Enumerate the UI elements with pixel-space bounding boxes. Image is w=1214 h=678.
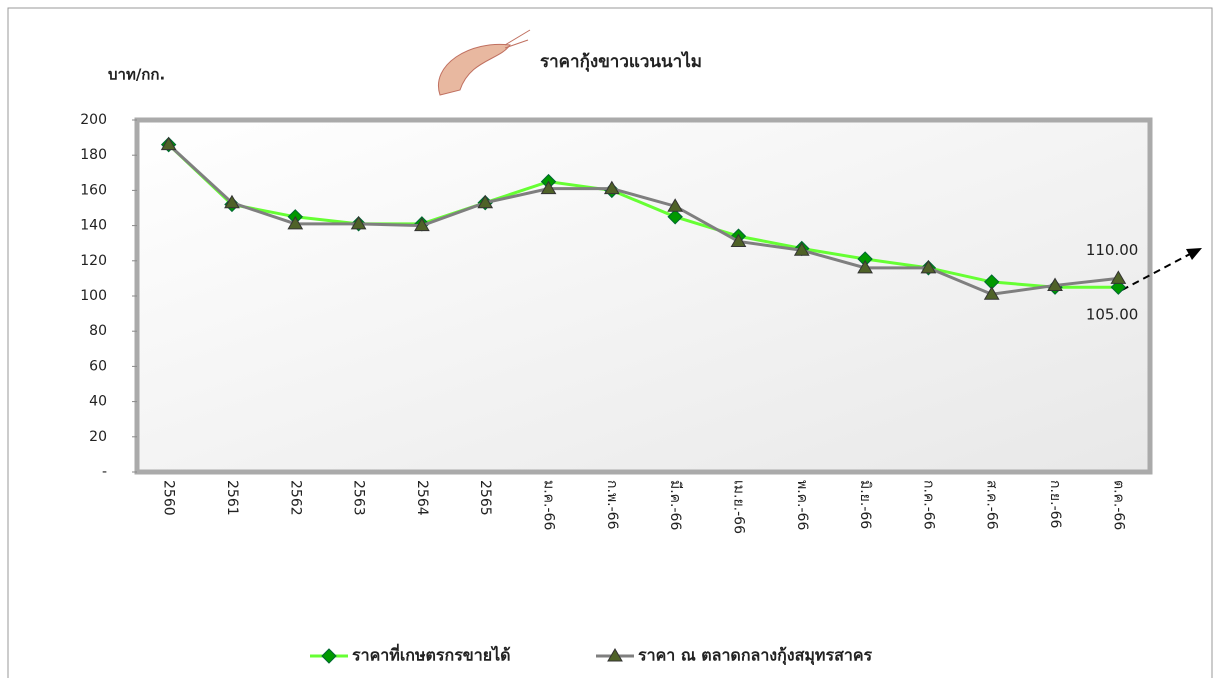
marker bbox=[1110, 270, 1127, 284]
x-tick-label: 2565 bbox=[477, 480, 493, 516]
y-tick-label: 140 bbox=[80, 218, 107, 234]
y-tick-label: 40 bbox=[89, 394, 107, 410]
series-line bbox=[167, 143, 1119, 289]
y-tick-label: 80 bbox=[89, 323, 107, 339]
x-tick-label: ก.พ.-66 bbox=[604, 480, 620, 530]
x-tick-label: 2561 bbox=[224, 480, 240, 516]
y-tick-label: 180 bbox=[80, 147, 107, 163]
x-tick-label: ก.ย.-66 bbox=[1047, 480, 1063, 529]
x-tick-label: มิ.ย.-66 bbox=[857, 480, 873, 529]
marker bbox=[730, 233, 747, 247]
trend-arrow bbox=[1121, 253, 1191, 291]
x-tick-label: ส.ค.-66 bbox=[984, 480, 1000, 530]
x-tick-label: 2562 bbox=[287, 480, 303, 516]
x-tick-label: 2563 bbox=[351, 480, 367, 516]
marker bbox=[983, 286, 1000, 300]
marker bbox=[414, 217, 430, 232]
marker bbox=[857, 259, 873, 274]
marker bbox=[160, 136, 177, 151]
data-label: 105.00 bbox=[1086, 306, 1139, 324]
marker bbox=[224, 194, 240, 209]
y-tick-label: 160 bbox=[80, 182, 107, 198]
arrow-head bbox=[1186, 248, 1202, 260]
y-tick-label: 120 bbox=[80, 253, 107, 269]
marker bbox=[603, 180, 620, 195]
marker bbox=[667, 198, 684, 212]
legend-marker bbox=[321, 648, 337, 664]
x-tick-label: 2564 bbox=[414, 480, 430, 516]
x-tick-label: ต.ค.-66 bbox=[1110, 480, 1126, 530]
marker bbox=[1047, 277, 1063, 291]
plot-area bbox=[134, 117, 1153, 475]
y-axis-label: บาท/กก. bbox=[108, 66, 165, 84]
x-tick-label: ม.ค.-66 bbox=[541, 480, 557, 530]
legend-label: ราคาที่เกษตรกรขายได้ bbox=[352, 644, 511, 665]
legend-marker bbox=[607, 648, 623, 662]
chart-title: ราคากุ้งขาวแวนนาไม bbox=[540, 51, 702, 72]
marker bbox=[287, 215, 304, 230]
x-tick-label: เม.ย.-66 bbox=[730, 480, 746, 534]
marker bbox=[350, 215, 367, 230]
data-label: 110.00 bbox=[1086, 241, 1139, 259]
marker bbox=[920, 259, 937, 274]
x-tick-label: 2560 bbox=[161, 480, 177, 516]
x-tick-label: มี.ค.-66 bbox=[667, 480, 683, 530]
x-tick-label: ก.ค.-66 bbox=[920, 480, 936, 530]
marker bbox=[540, 180, 557, 195]
frame bbox=[7, 7, 1213, 678]
x-tick-label: พ.ค.-66 bbox=[794, 480, 810, 530]
y-tick-label: 200 bbox=[80, 112, 107, 128]
marker bbox=[477, 194, 494, 209]
series-line bbox=[167, 143, 1119, 296]
marker bbox=[793, 242, 810, 256]
y-tick-label: - bbox=[102, 464, 107, 480]
shrimp-icon bbox=[437, 29, 531, 96]
legend-label: ราคา ณ ตลาดกลางกุ้งสมุทรสาคร bbox=[638, 646, 873, 666]
y-tick-label: 20 bbox=[89, 429, 107, 445]
marker bbox=[667, 209, 683, 225]
y-tick-label: 60 bbox=[89, 358, 107, 374]
y-tick-label: 100 bbox=[80, 288, 107, 304]
